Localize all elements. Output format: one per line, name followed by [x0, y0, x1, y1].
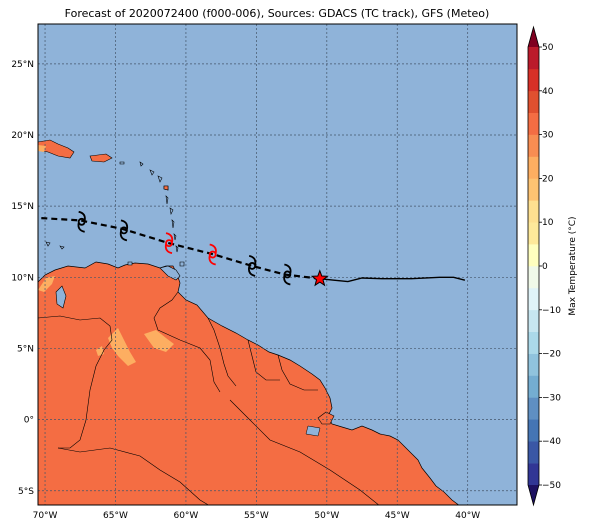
- cool-land-patch: [144, 330, 174, 352]
- colorbar-tick-label: 30: [542, 131, 554, 141]
- colorbar-segment: [528, 112, 539, 135]
- gridlines: [38, 24, 517, 505]
- current-position-star: [310, 269, 329, 287]
- lat-tick-label: 5°N: [17, 344, 34, 354]
- longitude-tick-labels: 70°W 65°W 60°W 55°W 50°W 45°W 40°W: [33, 511, 481, 521]
- colorbar-segment: [528, 441, 539, 464]
- lake-maracaibo: [55, 285, 67, 309]
- colorbar-segment: [528, 331, 539, 354]
- lat-tick-label: 20°N: [11, 131, 34, 141]
- lon-tick-label: 40°W: [455, 511, 480, 521]
- storm-symbol: [208, 243, 217, 266]
- storm-symbol: [119, 219, 129, 242]
- colorbar-segment: [528, 178, 539, 201]
- colorbar-segment: [528, 156, 539, 179]
- lat-tick-label: 0°: [24, 416, 34, 426]
- storm-symbol: [248, 255, 257, 277]
- colorbar-segment: [528, 134, 539, 157]
- amazon-estuary: [305, 425, 321, 437]
- colorbar-tick-label: 50: [542, 43, 554, 53]
- colorbar-tick-label: −10: [542, 306, 561, 316]
- colorbar-tick-label: −50: [542, 481, 561, 491]
- colorbar-tick-label: −30: [542, 393, 561, 403]
- guadeloupe: [163, 185, 169, 191]
- storm-symbol: [164, 232, 174, 255]
- colorbar-segment: [528, 353, 539, 376]
- lat-tick-label: 25°N: [11, 60, 34, 70]
- gulf-of-paria: [159, 265, 181, 281]
- lon-tick-label: 70°W: [33, 511, 58, 521]
- cool-land-patch: [108, 328, 136, 366]
- storm-symbols: [77, 210, 292, 286]
- colorbar-tick-label: −20: [542, 350, 561, 360]
- colorbar-segment: [528, 200, 539, 223]
- colorbar-segment: [528, 463, 539, 486]
- lon-tick-label: 55°W: [244, 511, 269, 521]
- marajo-island: [317, 411, 335, 425]
- lat-tick-label: 15°N: [11, 202, 34, 212]
- lon-tick-label: 45°W: [385, 511, 410, 521]
- country-borders: [38, 291, 380, 505]
- colorbar-extend-min: [528, 485, 539, 505]
- colorbar-segment: [528, 68, 539, 92]
- colorbar-segment: [528, 419, 539, 442]
- colorbar-tick-label: −40: [542, 437, 561, 447]
- colorbar-segment: [528, 375, 539, 398]
- lon-tick-label: 60°W: [173, 511, 198, 521]
- colorbar-segment: [528, 266, 539, 289]
- colorbar-segment: [528, 309, 539, 332]
- forecast-track-line: [38, 216, 320, 280]
- colorbar-segment: [528, 47, 539, 70]
- colorbar-tick-label: 20: [542, 174, 554, 184]
- lat-tick-label: 5°S: [18, 487, 34, 497]
- colorbar-tick-label: 0: [542, 262, 548, 272]
- lat-tick-label: 10°N: [11, 273, 34, 283]
- colorbar-segment: [528, 244, 539, 267]
- lon-tick-label: 65°W: [103, 511, 128, 521]
- colorbar-tick-label: 10: [542, 218, 554, 228]
- colorbar-segment: [528, 287, 539, 311]
- colorbar-extend-max: [528, 27, 539, 47]
- figure-title: Forecast of 2020072400 (f000-006), Sourc…: [65, 7, 490, 20]
- cool-land-patch: [38, 145, 46, 152]
- colorbar-segment: [528, 397, 539, 420]
- observed-track-line: [319, 276, 466, 283]
- lon-tick-label: 50°W: [314, 511, 339, 521]
- storm-symbol: [283, 263, 292, 286]
- map-area: [38, 24, 517, 505]
- map-frame: [37, 23, 518, 506]
- latitude-tick-labels: 25°N 20°N 15°N 10°N 5°N 0° 5°S: [11, 60, 34, 497]
- colorbar-tick-label: 40: [542, 87, 554, 97]
- colorbar-segment: [528, 222, 539, 245]
- cool-land-patch: [38, 276, 55, 292]
- colorbar-label: Max Temperature (°C): [568, 216, 578, 315]
- puerto-rico: [89, 153, 113, 163]
- colorbar-segment: [528, 90, 539, 113]
- colorbar: 50 40 30 20 10 0 −10 −20 −30 −40 −50: [527, 25, 561, 507]
- storm-symbol: [77, 210, 86, 233]
